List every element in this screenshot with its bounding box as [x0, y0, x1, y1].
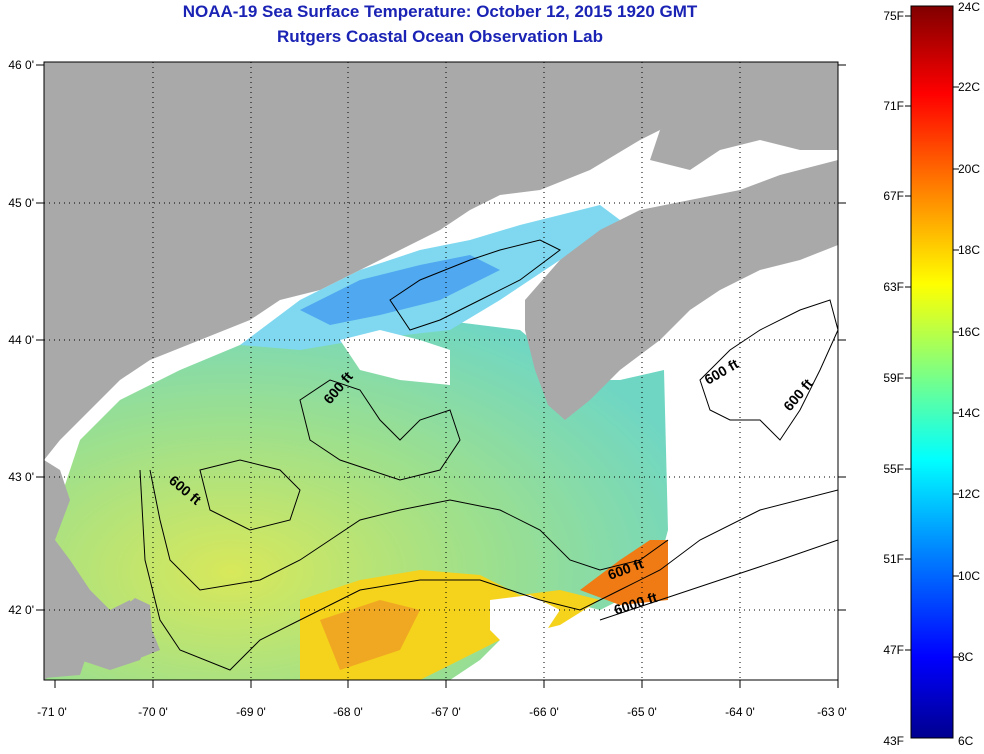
temperature-colorbar: 75F 71F 67F 63F 59F 55F 51F 47F 43F 24C …	[883, 0, 980, 748]
land-maine	[44, 62, 700, 460]
colorbar-f-71: 71F	[883, 99, 904, 113]
axis-ticks	[36, 64, 846, 688]
contour-600ft-bay	[389, 239, 561, 331]
map-title: NOAA-19 Sea Surface Temperature: October…	[182, 2, 698, 21]
map-subtitle: Rutgers Coastal Ocean Observation Lab	[277, 27, 603, 46]
lat-label-43: 43 0'	[8, 470, 34, 484]
colorbar-c-14: 14C	[958, 406, 980, 420]
contour-6000ft	[139, 469, 838, 671]
lon-label-67: -67 0'	[431, 705, 461, 719]
lon-label-66: -66 0'	[529, 705, 559, 719]
lat-label-44: 44 0'	[8, 333, 34, 347]
colorbar-f-43: 43F	[883, 734, 904, 748]
colorbar-f-67: 67F	[883, 189, 904, 203]
lat-label-46: 46 0'	[8, 58, 34, 72]
lon-label-71: -71 0'	[37, 705, 67, 719]
land-islands	[44, 650, 85, 678]
colorbar-c-6: 6C	[958, 734, 974, 748]
sst-cold-patch	[300, 255, 500, 325]
land-nova-scotia	[525, 160, 838, 420]
lon-label-69: -69 0'	[236, 705, 266, 719]
cloud-patch-south	[490, 595, 560, 650]
map-frame	[43, 61, 839, 681]
lon-label-70: -70 0'	[138, 705, 168, 719]
contour-600ft-gulf	[149, 469, 669, 591]
lat-label-42: 42 0'	[8, 603, 34, 617]
lon-label-68: -68 0'	[333, 705, 363, 719]
land-cape-cod	[120, 598, 160, 658]
colorbar-c-22: 22C	[958, 80, 980, 94]
lon-label-63: -63 0'	[817, 705, 847, 719]
land-massachusetts	[44, 460, 150, 680]
graticule	[44, 62, 838, 680]
colorbar-f-47: 47F	[883, 643, 904, 657]
contour-shelf-break	[599, 539, 838, 621]
lon-label-64: -64 0'	[725, 705, 755, 719]
sst-warm-patch-2	[320, 600, 420, 670]
colorbar-f-63: 63F	[883, 280, 904, 294]
colorbar-gradient	[910, 5, 954, 739]
cloud-patch	[340, 330, 450, 385]
colorbar-c-8: 8C	[958, 650, 974, 664]
colorbar-c-10: 10C	[958, 569, 980, 583]
isobath-contours	[139, 239, 838, 671]
colorbar-c-16: 16C	[958, 325, 980, 339]
contour-600ft-basin	[199, 459, 301, 531]
colorbar-f-51: 51F	[883, 552, 904, 566]
lon-label-65: -65 0'	[627, 705, 657, 719]
contour-600ft-inner	[299, 379, 461, 481]
colorbar-c-20: 20C	[958, 162, 980, 176]
land-northeast	[650, 62, 838, 170]
colorbar-c-24: 24C	[958, 0, 980, 14]
colorbar-c-12: 12C	[958, 487, 980, 501]
contour-600ft-east	[699, 299, 838, 441]
colorbar-c-18: 18C	[958, 243, 980, 257]
map-plot: 600 ft 600 ft 600 ft 600 ft 600 ft 6000 …	[44, 62, 838, 680]
colorbar-f-59: 59F	[883, 371, 904, 385]
colorbar-f-55: 55F	[883, 462, 904, 476]
colorbar-f-75: 75F	[883, 9, 904, 23]
lat-label-45: 45 0'	[8, 196, 34, 210]
